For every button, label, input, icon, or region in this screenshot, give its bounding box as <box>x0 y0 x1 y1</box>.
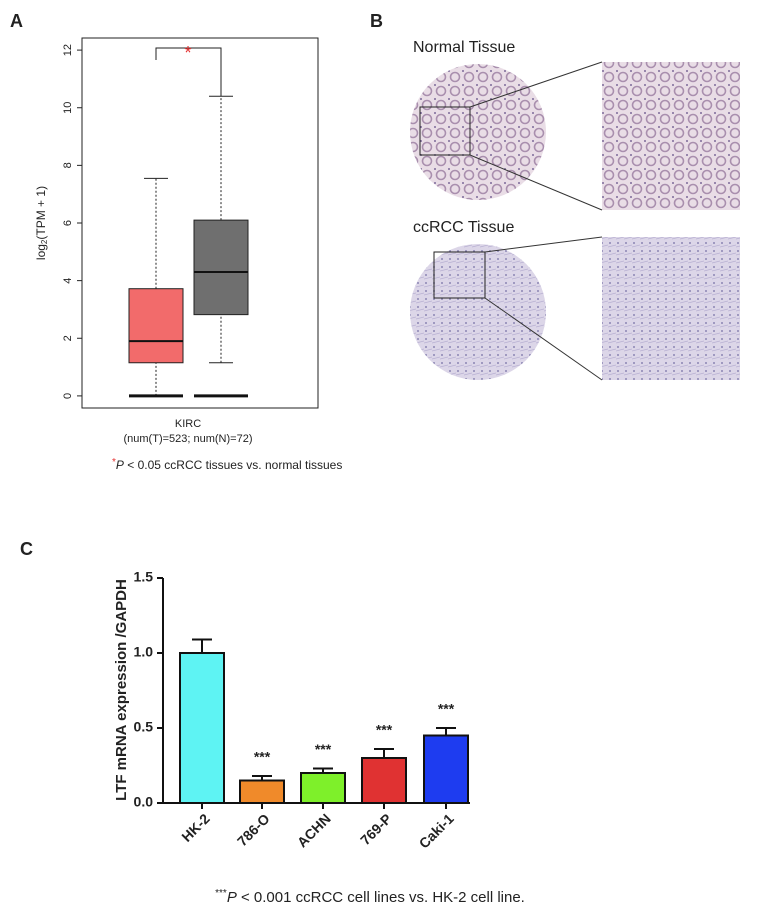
y-tick-label: 1.5 <box>134 569 154 585</box>
footnote-text: < 0.05 ccRCC tissues vs. normal tissues <box>124 458 342 472</box>
y-tick-label: 8 <box>62 162 74 168</box>
bar <box>423 734 469 804</box>
y-axis-label-part: log <box>34 244 48 260</box>
image-title: ccRCC Tissue <box>413 219 514 236</box>
tissue-zoom <box>602 237 740 380</box>
panel-label: B <box>370 11 383 31</box>
tissue-zoom <box>602 62 740 210</box>
footnote-p: P <box>227 889 237 906</box>
zoom-box <box>419 106 471 156</box>
significance: *** <box>254 749 271 765</box>
footnote: ***P < 0.001 ccRCC cell lines vs. HK-2 c… <box>215 888 525 906</box>
footnote: *P < 0.05 ccRCC tissues vs. normal tissu… <box>112 457 342 473</box>
footnote-p: P <box>116 458 124 472</box>
y-tick-label: 0.0 <box>134 794 154 810</box>
y-tick-label: 2 <box>62 335 74 341</box>
significance: *** <box>315 741 332 757</box>
x-tick-label: 769-P <box>357 810 395 848</box>
y-tick-label: 6 <box>62 220 74 226</box>
x-tick-label: ACHN <box>294 810 334 850</box>
zoom-line <box>484 297 603 381</box>
panel-label: C <box>20 539 33 559</box>
significance: *** <box>376 722 393 738</box>
y-tick-label: 0 <box>62 393 74 399</box>
bar <box>361 757 407 804</box>
box <box>128 288 184 364</box>
zoom-line <box>484 236 603 253</box>
zoom-line <box>469 154 603 211</box>
bar <box>300 772 346 804</box>
significance-bracket <box>155 47 222 97</box>
image-title: Normal Tissue <box>413 39 515 56</box>
y-tick-label: 1.0 <box>134 644 154 660</box>
y-tick-label: 4 <box>62 278 74 284</box>
tissue-core <box>410 64 546 200</box>
x-tick-label: Caki-1 <box>416 810 457 851</box>
tissue-images: Normal Tissue ccRCC Tissue <box>410 39 740 381</box>
footnote-text: < 0.001 ccRCC cell lines vs. HK-2 cell l… <box>237 889 525 906</box>
x-tick-label: 786-O <box>234 810 273 849</box>
footnote-mark: * <box>112 457 116 468</box>
significance: * <box>184 43 191 63</box>
zoom-line <box>469 61 603 108</box>
panel-label: A <box>10 11 23 31</box>
tissue-core <box>410 244 546 380</box>
box <box>193 219 249 316</box>
footnote-mark: *** <box>215 888 227 899</box>
y-axis-label: LTF mRNA expression /GAPDH <box>113 579 130 801</box>
y-axis-label: log2(TPM + 1) <box>34 186 49 260</box>
x-tick-note: (num(T)=523; num(N)=72) <box>124 433 253 445</box>
bar <box>179 652 225 804</box>
zoom-box <box>433 251 486 299</box>
x-tick-label: HK-2 <box>178 810 213 845</box>
y-tick-label: 0.5 <box>134 719 154 735</box>
bar <box>239 779 285 804</box>
y-axis-label-part: 2 <box>40 239 49 244</box>
y-tick-label: 10 <box>62 102 74 114</box>
y-axis-label-part: (TPM + 1) <box>34 186 48 240</box>
y-tick-label: 12 <box>62 44 74 56</box>
significance: *** <box>438 701 455 717</box>
x-tick-label: KIRC <box>175 418 201 430</box>
